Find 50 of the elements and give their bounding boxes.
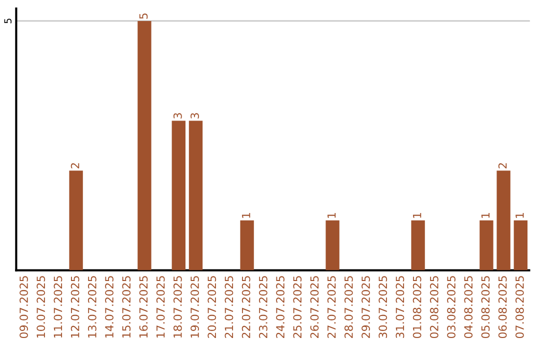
data-label: 3: [173, 113, 182, 118]
data-label: 1: [481, 213, 490, 218]
x-tick-label: 28.07.2025: [344, 276, 353, 338]
bar: [69, 170, 83, 270]
bar: [514, 220, 528, 270]
data-label: 1: [413, 213, 422, 218]
bar: [138, 20, 152, 270]
x-tick-label: 23.07.2025: [258, 276, 268, 338]
x-tick-label: 19.07.2025: [190, 276, 199, 338]
x-tick-label: 05.08.2025: [481, 276, 490, 338]
x-tick-label: 06.08.2025: [498, 276, 507, 338]
x-tick-label: 02.08.2025: [430, 276, 438, 338]
x-tick-label: 10.07.2025: [36, 276, 46, 338]
bar: [172, 120, 186, 270]
data-label: 5: [139, 13, 148, 19]
x-tick-label: 17.07.2025: [156, 276, 165, 338]
x-tick-label: 16.07.2025: [139, 276, 148, 338]
x-tick-label: 26.07.2025: [310, 276, 319, 338]
x-tick-label: 11.07.2025: [54, 276, 62, 338]
x-tick-label: 22.07.2025: [242, 276, 250, 338]
x-tick-label: 27.07.2025: [327, 276, 336, 338]
data-label: 1: [516, 213, 524, 218]
x-tick-label: 09.07.2025: [20, 276, 28, 338]
x-tick-label: 04.08.2025: [464, 276, 473, 338]
bar: [326, 220, 340, 270]
x-tick-label: 21.07.2025: [224, 276, 234, 338]
x-tick-label: 12.07.2025: [70, 276, 80, 338]
x-tick-label: 18.07.2025: [173, 276, 182, 338]
x-tick-label: 01.08.2025: [412, 276, 422, 338]
data-label: 2: [70, 163, 80, 168]
x-tick-label: 14.07.2025: [105, 276, 114, 338]
bar: [496, 170, 510, 270]
data-label: 3: [190, 113, 199, 118]
data-label: 2: [498, 163, 507, 168]
x-tick-label: 15.07.2025: [122, 276, 131, 338]
data-label: 1: [328, 213, 336, 218]
x-tick-label: 25.07.2025: [293, 276, 302, 338]
x-tick-label: 13.07.2025: [88, 276, 96, 338]
x-tick-label: 24.07.2025: [276, 276, 284, 338]
bar: [411, 220, 425, 270]
x-tick-label: 20.07.2025: [208, 276, 216, 338]
x-tick-label: 30.07.2025: [378, 276, 388, 338]
data-label: 1: [242, 213, 250, 218]
x-tick-label: 03.08.2025: [447, 276, 456, 338]
x-tick-label: 29.07.2025: [362, 276, 370, 338]
bar: [188, 120, 203, 270]
x-tick-label: 07.08.2025: [515, 276, 524, 338]
bar: [480, 220, 494, 270]
x-tick-label: 31.07.2025: [396, 276, 404, 338]
bar: [240, 220, 254, 270]
